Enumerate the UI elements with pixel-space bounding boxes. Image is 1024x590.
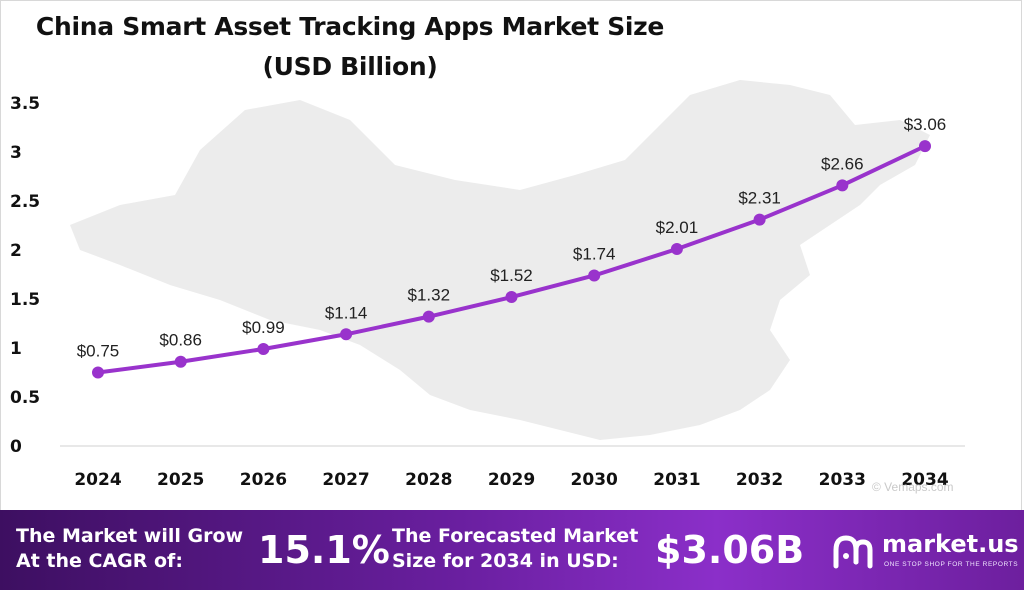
data-label: $3.06: [904, 115, 947, 134]
data-label: $0.99: [242, 318, 285, 337]
data-point: [836, 179, 849, 192]
x-tick-label: 2032: [736, 470, 783, 490]
x-tick-label: 2034: [901, 470, 948, 490]
forecast-label-line2: Size for 2034 in USD:: [392, 550, 619, 572]
cagr-label: The Market will Grow At the CAGR of:: [16, 524, 243, 574]
cagr-value: 15.1%: [258, 528, 390, 572]
data-label: $2.31: [738, 189, 781, 208]
data-point: [174, 355, 187, 368]
china-map-background: [70, 80, 930, 440]
data-label: $1.52: [490, 266, 533, 285]
cagr-label-line1: The Market will Grow: [16, 525, 244, 547]
x-tick-label: 2030: [571, 470, 618, 490]
data-point: [92, 366, 104, 379]
data-label: $0.86: [159, 331, 202, 350]
x-tick-label: 2027: [322, 470, 369, 490]
y-tick-label: 0.5: [10, 388, 40, 408]
y-tick-label: 0: [10, 437, 22, 457]
market-us-logo[interactable]: market.us ONE STOP SHOP FOR THE REPORTS: [832, 530, 1022, 574]
data-point: [422, 310, 435, 323]
data-label: $1.14: [325, 303, 368, 322]
data-point: [670, 243, 683, 256]
x-tick-label: 2031: [653, 470, 700, 490]
forecast-label-line1: The Forecasted Market: [392, 525, 639, 547]
data-label: $2.66: [821, 154, 864, 173]
chart-subtitle: (USD Billion): [262, 52, 438, 81]
y-tick-label: 3.5: [10, 94, 40, 114]
logo-mark-icon: [833, 535, 873, 569]
data-point: [257, 342, 270, 355]
logo-name: market.us: [882, 530, 1019, 558]
x-tick-label: 2028: [405, 470, 452, 490]
data-label: $2.01: [656, 218, 699, 237]
chart-title: China Smart Asset Tracking Apps Market S…: [35, 12, 665, 41]
data-label: $1.32: [408, 286, 451, 305]
data-point: [588, 269, 601, 282]
x-tick-label: 2026: [240, 470, 287, 490]
y-tick-label: 1: [10, 339, 22, 359]
y-tick-label: 3: [10, 143, 22, 163]
y-tick-label: 2: [10, 241, 22, 261]
map-watermark: © Vemaps.com: [872, 480, 954, 494]
line-chart: 0 0.5 1 1.5 2 2.5 3 3.5 2024 2025 2026 2027 2028 2029…: [10, 80, 965, 490]
data-point: [340, 328, 353, 341]
x-tick-label: 2025: [157, 470, 204, 490]
data-point: [919, 140, 931, 153]
x-tick-label: 2024: [74, 470, 121, 490]
data-label: $1.74: [573, 244, 616, 263]
data-point: [505, 291, 518, 304]
data-label: $0.75: [77, 342, 120, 361]
footer-banner: The Market will Grow At the CAGR of: 15.…: [0, 510, 1024, 590]
forecast-label: The Forecasted Market Size for 2034 in U…: [392, 524, 638, 574]
logo-tagline: ONE STOP SHOP FOR THE REPORTS: [884, 561, 1019, 568]
data-point: [753, 213, 766, 226]
cagr-label-line2: At the CAGR of:: [16, 550, 183, 572]
x-tick-label: 2029: [488, 470, 535, 490]
y-tick-label: 1.5: [10, 290, 40, 310]
y-tick-label: 2.5: [10, 192, 40, 212]
forecast-value: $3.06B: [655, 528, 805, 572]
x-tick-label: 2033: [819, 470, 866, 490]
